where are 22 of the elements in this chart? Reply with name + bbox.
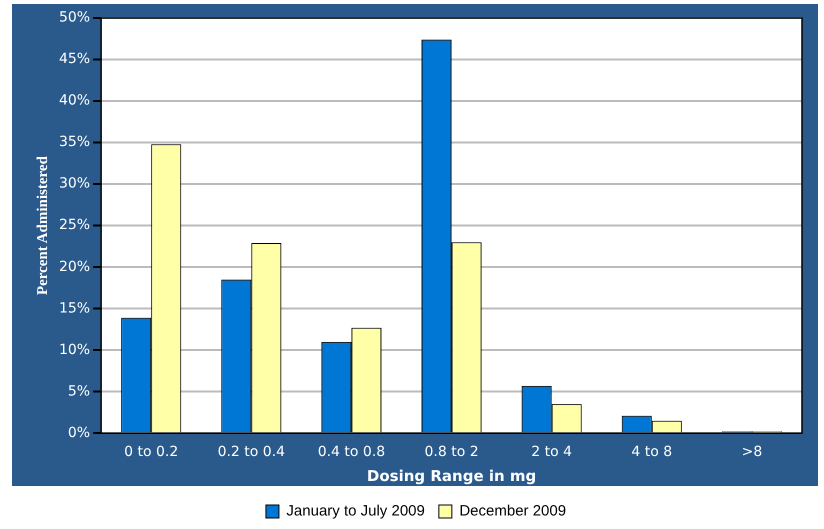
y-tick-label: 45% [58,51,90,68]
y-tick-label: 5% [68,383,90,400]
x-tick-label: 0 to 0.2 [124,444,178,460]
y-tick-label: 15% [58,300,90,316]
x-axis-title: Dosing Range in mg [366,466,536,485]
legend-label: January to July 2009 [286,502,425,520]
y-axis-title: Percent Administered [34,155,51,296]
y-tick-label: 30% [58,176,90,192]
x-tick-label: 0.4 to 0.8 [318,444,386,460]
legend-label: December 2009 [459,502,566,520]
x-tick-label: 4 to 8 [631,444,672,460]
y-tick-label: 20% [58,258,90,275]
x-tick-label: 2 to 4 [531,444,572,460]
x-tick-label: 0.2 to 0.4 [218,444,286,460]
y-tick-label: 50% [58,10,90,26]
y-tick-label: 40% [58,92,90,109]
x-tick-label: >8 [742,444,762,460]
y-tick-label: 25% [58,217,90,234]
y-tick-label: 0% [68,424,90,441]
y-tick-label: 10% [58,342,90,358]
x-tick-label: 0.8 to 2 [424,444,479,460]
y-tick-label: 35% [58,134,90,150]
